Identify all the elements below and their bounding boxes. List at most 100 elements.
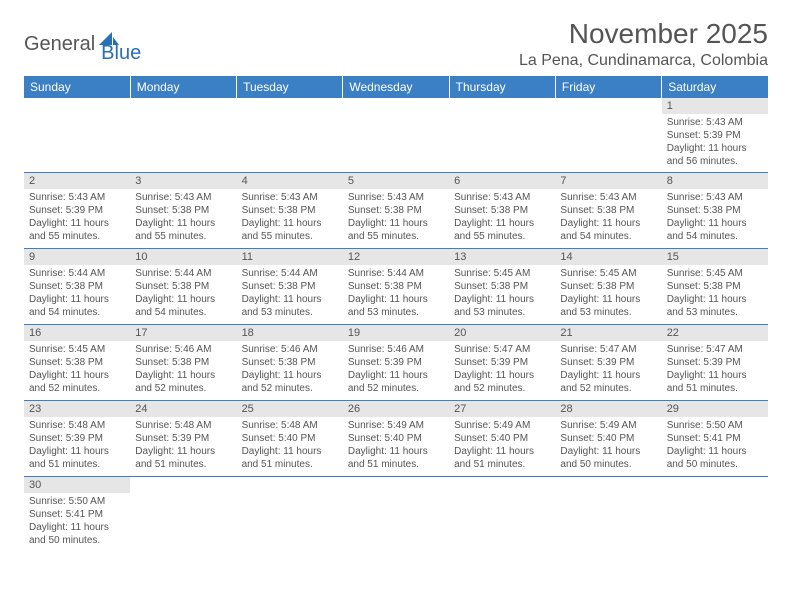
- logo-text-blue: Blue: [101, 42, 141, 65]
- calendar-day-cell: [343, 476, 449, 552]
- daylight-text: Daylight: 11 hours and 54 minutes.: [29, 293, 125, 319]
- calendar-day-cell: 27Sunrise: 5:49 AMSunset: 5:40 PMDayligh…: [449, 400, 555, 476]
- calendar-day-cell: 11Sunrise: 5:44 AMSunset: 5:38 PMDayligh…: [237, 248, 343, 324]
- daylight-text: Daylight: 11 hours and 52 minutes.: [29, 369, 125, 395]
- daylight-text: Daylight: 11 hours and 50 minutes.: [667, 445, 763, 471]
- weekday-header: Saturday: [662, 76, 768, 98]
- sunset-text: Sunset: 5:38 PM: [135, 356, 231, 369]
- sunset-text: Sunset: 5:39 PM: [667, 356, 763, 369]
- sunset-text: Sunset: 5:39 PM: [29, 204, 125, 217]
- calendar-week-row: 30Sunrise: 5:50 AMSunset: 5:41 PMDayligh…: [24, 476, 768, 552]
- day-number: 7: [555, 173, 661, 189]
- month-title: November 2025: [519, 18, 768, 50]
- sunset-text: Sunset: 5:38 PM: [29, 356, 125, 369]
- sunrise-text: Sunrise: 5:43 AM: [667, 116, 763, 129]
- day-details: Sunrise: 5:48 AMSunset: 5:40 PMDaylight:…: [237, 417, 343, 474]
- day-details: Sunrise: 5:43 AMSunset: 5:39 PMDaylight:…: [662, 114, 768, 171]
- sunrise-text: Sunrise: 5:50 AM: [667, 419, 763, 432]
- sunset-text: Sunset: 5:38 PM: [454, 204, 550, 217]
- sunset-text: Sunset: 5:40 PM: [242, 432, 338, 445]
- sunrise-text: Sunrise: 5:44 AM: [135, 267, 231, 280]
- calendar-day-cell: 7Sunrise: 5:43 AMSunset: 5:38 PMDaylight…: [555, 172, 661, 248]
- day-number: 10: [130, 249, 236, 265]
- day-details: Sunrise: 5:44 AMSunset: 5:38 PMDaylight:…: [130, 265, 236, 322]
- day-details: Sunrise: 5:45 AMSunset: 5:38 PMDaylight:…: [662, 265, 768, 322]
- day-details: Sunrise: 5:44 AMSunset: 5:38 PMDaylight:…: [237, 265, 343, 322]
- sunrise-text: Sunrise: 5:46 AM: [348, 343, 444, 356]
- calendar-day-cell: 24Sunrise: 5:48 AMSunset: 5:39 PMDayligh…: [130, 400, 236, 476]
- day-details: Sunrise: 5:48 AMSunset: 5:39 PMDaylight:…: [24, 417, 130, 474]
- sunrise-text: Sunrise: 5:45 AM: [560, 267, 656, 280]
- day-number: 12: [343, 249, 449, 265]
- day-details: Sunrise: 5:45 AMSunset: 5:38 PMDaylight:…: [555, 265, 661, 322]
- sunset-text: Sunset: 5:39 PM: [667, 129, 763, 142]
- day-details: Sunrise: 5:49 AMSunset: 5:40 PMDaylight:…: [449, 417, 555, 474]
- sunset-text: Sunset: 5:38 PM: [135, 280, 231, 293]
- sunrise-text: Sunrise: 5:50 AM: [29, 495, 125, 508]
- day-details: Sunrise: 5:45 AMSunset: 5:38 PMDaylight:…: [449, 265, 555, 322]
- day-details: Sunrise: 5:47 AMSunset: 5:39 PMDaylight:…: [449, 341, 555, 398]
- calendar-day-cell: 2Sunrise: 5:43 AMSunset: 5:39 PMDaylight…: [24, 172, 130, 248]
- sunrise-text: Sunrise: 5:43 AM: [667, 191, 763, 204]
- sunset-text: Sunset: 5:40 PM: [560, 432, 656, 445]
- day-details: Sunrise: 5:50 AMSunset: 5:41 PMDaylight:…: [24, 493, 130, 550]
- sunset-text: Sunset: 5:38 PM: [454, 280, 550, 293]
- daylight-text: Daylight: 11 hours and 55 minutes.: [348, 217, 444, 243]
- day-details: Sunrise: 5:43 AMSunset: 5:38 PMDaylight:…: [555, 189, 661, 246]
- daylight-text: Daylight: 11 hours and 50 minutes.: [29, 521, 125, 547]
- weekday-header: Thursday: [449, 76, 555, 98]
- daylight-text: Daylight: 11 hours and 54 minutes.: [667, 217, 763, 243]
- calendar-day-cell: [449, 98, 555, 172]
- weekday-header: Tuesday: [237, 76, 343, 98]
- daylight-text: Daylight: 11 hours and 55 minutes.: [29, 217, 125, 243]
- day-number: 16: [24, 325, 130, 341]
- weekday-header: Sunday: [24, 76, 130, 98]
- calendar-week-row: 23Sunrise: 5:48 AMSunset: 5:39 PMDayligh…: [24, 400, 768, 476]
- day-number: 25: [237, 401, 343, 417]
- day-details: Sunrise: 5:43 AMSunset: 5:38 PMDaylight:…: [449, 189, 555, 246]
- sunset-text: Sunset: 5:38 PM: [242, 280, 338, 293]
- daylight-text: Daylight: 11 hours and 51 minutes.: [29, 445, 125, 471]
- day-number: 17: [130, 325, 236, 341]
- sunset-text: Sunset: 5:39 PM: [348, 356, 444, 369]
- daylight-text: Daylight: 11 hours and 54 minutes.: [135, 293, 231, 319]
- calendar-week-row: 16Sunrise: 5:45 AMSunset: 5:38 PMDayligh…: [24, 324, 768, 400]
- weekday-header: Monday: [130, 76, 236, 98]
- day-details: Sunrise: 5:45 AMSunset: 5:38 PMDaylight:…: [24, 341, 130, 398]
- calendar-day-cell: 5Sunrise: 5:43 AMSunset: 5:38 PMDaylight…: [343, 172, 449, 248]
- day-number: 6: [449, 173, 555, 189]
- day-number: 22: [662, 325, 768, 341]
- sunset-text: Sunset: 5:38 PM: [29, 280, 125, 293]
- calendar-day-cell: [130, 476, 236, 552]
- daylight-text: Daylight: 11 hours and 53 minutes.: [348, 293, 444, 319]
- calendar-day-cell: 12Sunrise: 5:44 AMSunset: 5:38 PMDayligh…: [343, 248, 449, 324]
- weekday-header: Wednesday: [343, 76, 449, 98]
- calendar-day-cell: [449, 476, 555, 552]
- sunrise-text: Sunrise: 5:48 AM: [242, 419, 338, 432]
- sunrise-text: Sunrise: 5:45 AM: [454, 267, 550, 280]
- daylight-text: Daylight: 11 hours and 55 minutes.: [454, 217, 550, 243]
- day-details: Sunrise: 5:43 AMSunset: 5:38 PMDaylight:…: [237, 189, 343, 246]
- calendar-day-cell: 19Sunrise: 5:46 AMSunset: 5:39 PMDayligh…: [343, 324, 449, 400]
- day-number: 30: [24, 477, 130, 493]
- sunrise-text: Sunrise: 5:45 AM: [29, 343, 125, 356]
- sunset-text: Sunset: 5:38 PM: [667, 204, 763, 217]
- sunrise-text: Sunrise: 5:43 AM: [135, 191, 231, 204]
- daylight-text: Daylight: 11 hours and 50 minutes.: [560, 445, 656, 471]
- day-details: Sunrise: 5:46 AMSunset: 5:38 PMDaylight:…: [237, 341, 343, 398]
- sunset-text: Sunset: 5:40 PM: [454, 432, 550, 445]
- sunrise-text: Sunrise: 5:44 AM: [29, 267, 125, 280]
- calendar-day-cell: 3Sunrise: 5:43 AMSunset: 5:38 PMDaylight…: [130, 172, 236, 248]
- sunset-text: Sunset: 5:39 PM: [135, 432, 231, 445]
- day-details: Sunrise: 5:43 AMSunset: 5:38 PMDaylight:…: [130, 189, 236, 246]
- sunrise-text: Sunrise: 5:43 AM: [560, 191, 656, 204]
- day-number: 4: [237, 173, 343, 189]
- day-number: 9: [24, 249, 130, 265]
- calendar-day-cell: [555, 476, 661, 552]
- day-number: 14: [555, 249, 661, 265]
- daylight-text: Daylight: 11 hours and 51 minutes.: [667, 369, 763, 395]
- sunset-text: Sunset: 5:39 PM: [560, 356, 656, 369]
- calendar-day-cell: 18Sunrise: 5:46 AMSunset: 5:38 PMDayligh…: [237, 324, 343, 400]
- sunrise-text: Sunrise: 5:47 AM: [667, 343, 763, 356]
- day-details: Sunrise: 5:49 AMSunset: 5:40 PMDaylight:…: [343, 417, 449, 474]
